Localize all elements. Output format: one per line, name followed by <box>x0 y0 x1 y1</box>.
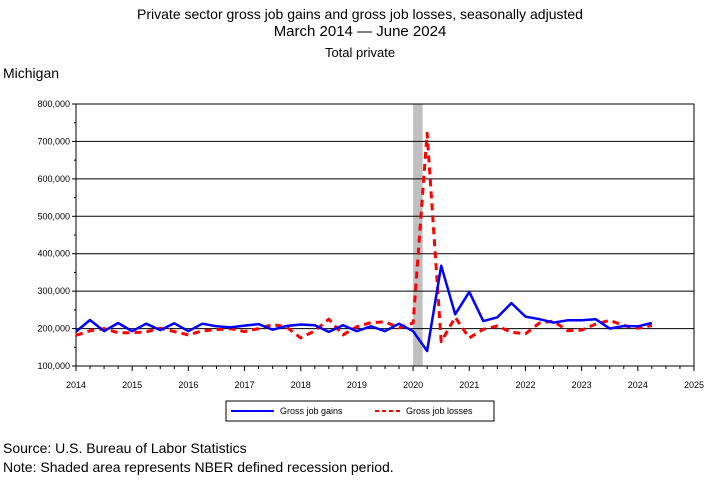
chart-title: Private sector gross job gains and gross… <box>137 6 583 22</box>
legend: Gross job gains Gross job losses <box>225 400 495 422</box>
chart-date-range: March 2014 — June 2024 <box>273 23 447 40</box>
y-tick-label: 100,000 <box>37 361 70 371</box>
series-gross-job-losses-line <box>75 131 653 344</box>
x-tick-label: 2017 <box>235 380 255 390</box>
legend-gross-job-gains-label: Gross job gains <box>280 406 343 416</box>
source-note: Source: U.S. Bureau of Labor Statistics <box>3 440 247 456</box>
gridlines <box>76 140 694 330</box>
y-tick-label: 800,000 <box>37 99 70 109</box>
y-tick-label: 700,000 <box>37 136 70 146</box>
recession-shading-layer <box>413 104 423 366</box>
x-tick-label: 2024 <box>628 380 648 390</box>
y-tick-label: 600,000 <box>37 174 70 184</box>
x-tick-label: 2015 <box>122 380 142 390</box>
x-tick-label: 2021 <box>459 380 479 390</box>
recession-shading <box>413 104 423 366</box>
chart-subtitle: Total private <box>324 45 396 60</box>
legend-gross-job-losses-label: Gross job losses <box>406 406 473 416</box>
legend-box <box>225 400 495 422</box>
x-tick-label: 2019 <box>347 380 367 390</box>
series-gross-job-gains-line <box>75 264 653 353</box>
x-tick-label: 2023 <box>572 380 592 390</box>
y-tick-label: 300,000 <box>37 286 70 296</box>
x-tick-label: 2025 <box>684 380 704 390</box>
recession-note: Note: Shaded area represents NBER define… <box>3 459 394 475</box>
y-tick-label: 500,000 <box>37 211 70 221</box>
series-lines <box>75 131 653 353</box>
y-tick-label: 400,000 <box>37 249 70 259</box>
x-tick-label: 2018 <box>291 380 311 390</box>
x-tick-label: 2020 <box>403 380 423 390</box>
axes: 100,000 200,000 300,000 400,000 500,000 600,0… <box>37 99 704 390</box>
x-tick-label: 2022 <box>515 380 535 390</box>
x-tick-label: 2014 <box>66 380 86 390</box>
region-label: Michigan <box>3 65 60 81</box>
y-tick-label: 200,000 <box>37 324 70 334</box>
x-tick-label: 2016 <box>178 380 198 390</box>
